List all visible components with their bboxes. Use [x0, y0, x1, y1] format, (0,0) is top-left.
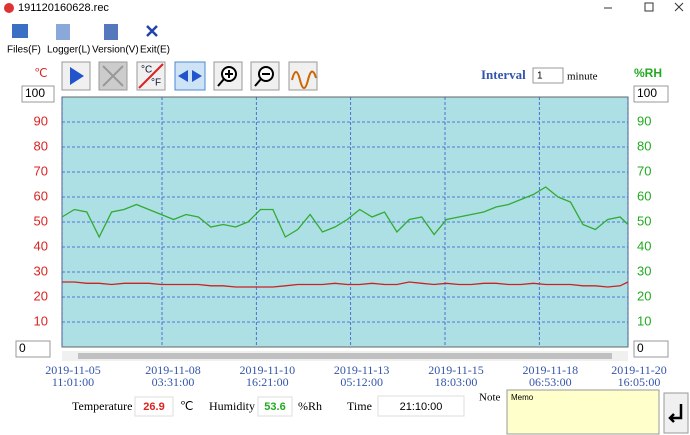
y-tick-label: 30: [34, 263, 48, 278]
humidity-unit: %Rh: [298, 399, 322, 413]
wave-icon: [291, 70, 317, 89]
y-tick-label: 60: [34, 188, 48, 203]
play-button[interactable]: [61, 61, 91, 91]
y2-tick-label: 60: [637, 188, 651, 203]
maximize-button[interactable]: [644, 2, 654, 12]
y2-tick-label: 70: [637, 163, 651, 178]
x-tick-time: 05:12:00: [340, 375, 383, 389]
menu-item[interactable]: Files(F): [7, 45, 41, 56]
interval-label: Interval: [481, 67, 526, 82]
temperature-box: [134, 396, 174, 417]
y2-min-value: 0: [637, 341, 644, 355]
temperature-unit: ℃: [180, 399, 193, 413]
time-value: 21:10:00: [400, 401, 443, 413]
y-tick-label: 80: [34, 138, 48, 153]
y2-max-value: 100: [637, 86, 657, 100]
y2-max-select[interactable]: [633, 85, 669, 103]
enter-button[interactable]: [663, 392, 689, 434]
fit-icon: [178, 70, 202, 82]
y-tick-label: 20: [34, 288, 48, 303]
y2-tick-label: 80: [637, 138, 651, 153]
memo-box[interactable]: [506, 389, 660, 435]
x-tick-time: 11:01:00: [52, 375, 94, 389]
enter-icon: [668, 404, 683, 423]
zoom-out-glyph: [254, 73, 270, 87]
x-tick-date: 2019-11-08: [145, 363, 201, 377]
y2-tick-label: 40: [637, 238, 651, 253]
x-tick-date: 2019-11-20: [611, 363, 667, 377]
humidity-value: 53.6: [264, 401, 285, 413]
app-icon: [4, 3, 14, 13]
x-tick-date: 2019-11-05: [45, 363, 101, 377]
humidity-label: Humidity: [209, 399, 255, 413]
x-tick-time: 16:21:00: [246, 375, 289, 389]
unit-c: °C: [141, 65, 152, 76]
close-button[interactable]: [674, 2, 684, 12]
menu-item[interactable]: Exit(E): [140, 45, 170, 56]
temperature-label: Temperature: [72, 399, 132, 413]
y-tick-label: 90: [34, 113, 48, 128]
window-title: 191120160628.rec: [18, 2, 109, 14]
zoom-in-glyph: [217, 70, 233, 87]
y-axis-title: ℃: [34, 66, 47, 80]
files-icon[interactable]: [12, 24, 28, 38]
time-box: [377, 395, 465, 417]
scroll-thumb[interactable]: [78, 353, 612, 359]
x-tick-time: 18:03:00: [435, 375, 478, 389]
x-tick-time: 03:31:00: [152, 375, 195, 389]
y2-axis-title: %RH: [634, 66, 662, 80]
y-tick-label: 50: [34, 213, 48, 228]
y-min-select[interactable]: [15, 340, 51, 358]
y2-tick-label: 50: [637, 213, 651, 228]
time-label: Time: [347, 399, 372, 413]
x-tick-date: 2019-11-18: [523, 363, 579, 377]
temperature-value: 26.9: [143, 401, 164, 413]
unit-f: °F: [151, 78, 161, 89]
version-icon[interactable]: [104, 24, 118, 40]
x-tick-time: 16:05:00: [618, 375, 661, 389]
play-icon: [70, 67, 84, 85]
y2-tick-label: 10: [637, 313, 651, 328]
stop-icon: [102, 65, 124, 87]
interval-select[interactable]: [532, 67, 564, 84]
x-tick-date: 2019-11-13: [334, 363, 390, 377]
logger-icon[interactable]: [56, 24, 70, 40]
y-tick-label: 10: [34, 313, 48, 328]
y-tick-label: 40: [34, 238, 48, 253]
interval-unit: minute: [567, 71, 598, 83]
y2-min-select[interactable]: [633, 340, 669, 358]
note-label: Note: [479, 392, 501, 404]
x-tick-date: 2019-11-15: [428, 363, 484, 377]
y-tick-label: 70: [34, 163, 48, 178]
y-max-select[interactable]: [21, 85, 55, 103]
menu-item[interactable]: Logger(L): [47, 45, 90, 56]
x-tick-time: 06:53:00: [529, 375, 572, 389]
y2-tick-label: 20: [637, 288, 651, 303]
exit-icon[interactable]: [146, 25, 158, 37]
data-line: [62, 281, 629, 288]
humidity-box: [257, 396, 293, 417]
x-tick-date: 2019-11-10: [240, 363, 296, 377]
data-line: [61, 186, 629, 239]
y2-tick-label: 30: [637, 263, 651, 278]
interval-value: 1: [537, 71, 543, 82]
memo-text: Memo: [511, 393, 534, 402]
plot-layer: [61, 97, 629, 347]
y-min-value: 0: [19, 341, 26, 355]
unit-icon: [138, 63, 164, 89]
y2-tick-label: 90: [637, 113, 651, 128]
y-max-value: 100: [25, 86, 45, 100]
toolbar: °C °F: [61, 61, 318, 91]
menu-item[interactable]: Version(V): [92, 45, 139, 56]
